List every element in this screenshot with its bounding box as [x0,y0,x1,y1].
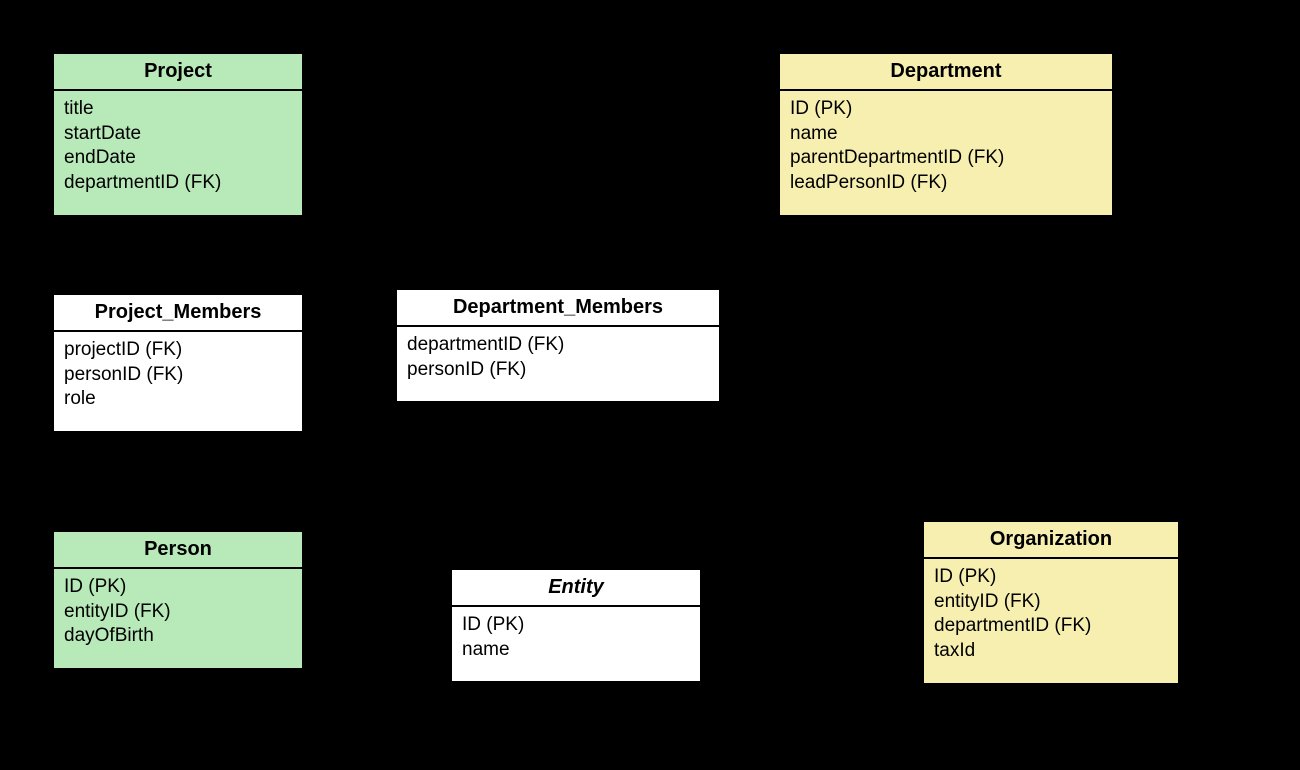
entity-entity: Entity ID (PK) name [450,568,702,683]
entity-project-body: title startDate endDate departmentID (FK… [54,91,302,204]
entity-attr: ID (PK) [64,575,292,600]
entity-attr: entityID (FK) [934,590,1168,615]
entity-department-members-body: departmentID (FK) personID (FK) [397,327,719,390]
entity-person: Person ID (PK) entityID (FK) dayOfBirth [52,530,304,670]
entity-person-body: ID (PK) entityID (FK) dayOfBirth [54,569,302,657]
entity-attr: dayOfBirth [64,624,292,649]
entity-project-members: Project_Members projectID (FK) personID … [52,293,304,433]
entity-attr: entityID (FK) [64,600,292,625]
entity-project: Project title startDate endDate departme… [52,52,304,217]
entity-project-title: Project [54,54,302,91]
entity-entity-title: Entity [452,570,700,607]
entity-attr: title [64,97,292,122]
entity-attr: ID (PK) [790,97,1102,122]
entity-organization-body: ID (PK) entityID (FK) departmentID (FK) … [924,559,1178,672]
entity-attr: ID (PK) [462,613,690,638]
entity-attr: departmentID (FK) [934,614,1168,639]
entity-attr: name [790,122,1102,147]
entity-attr: personID (FK) [407,358,709,383]
entity-attr: departmentID (FK) [64,171,292,196]
entity-attr: endDate [64,146,292,171]
entity-attr: name [462,638,690,663]
entity-organization: Organization ID (PK) entityID (FK) depar… [922,520,1180,685]
entity-department-members-title: Department_Members [397,290,719,327]
entity-attr: taxId [934,639,1168,664]
entity-attr: ID (PK) [934,565,1168,590]
entity-department-body: ID (PK) name parentDepartmentID (FK) lea… [780,91,1112,204]
entity-attr: leadPersonID (FK) [790,171,1102,196]
entity-organization-title: Organization [924,522,1178,559]
entity-entity-body: ID (PK) name [452,607,700,670]
entity-attr: departmentID (FK) [407,333,709,358]
entity-person-title: Person [54,532,302,569]
entity-project-members-title: Project_Members [54,295,302,332]
entity-attr: role [64,387,292,412]
entity-project-members-body: projectID (FK) personID (FK) role [54,332,302,420]
entity-department-members: Department_Members departmentID (FK) per… [395,288,721,403]
entity-attr: startDate [64,122,292,147]
entity-department-title: Department [780,54,1112,91]
entity-attr: projectID (FK) [64,338,292,363]
entity-department: Department ID (PK) name parentDepartment… [778,52,1114,217]
entity-attr: personID (FK) [64,363,292,388]
entity-attr: parentDepartmentID (FK) [790,146,1102,171]
